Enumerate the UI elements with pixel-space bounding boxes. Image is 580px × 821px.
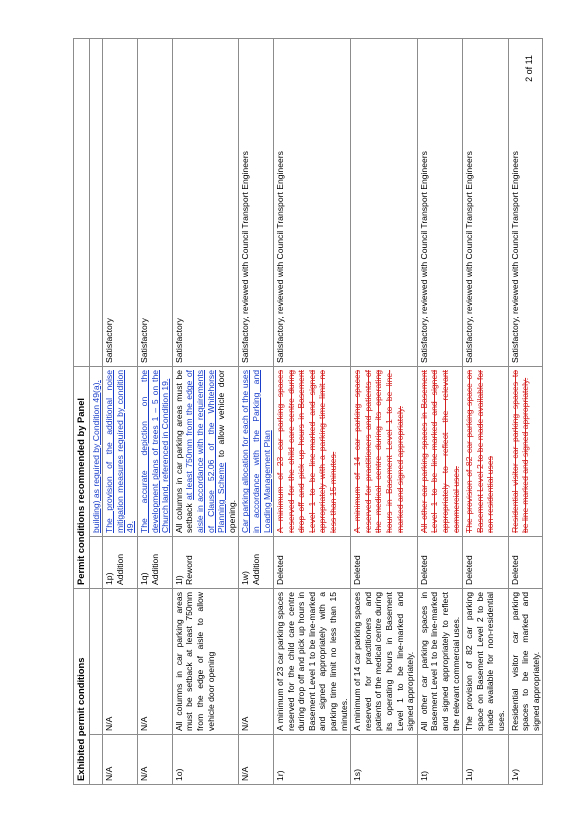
cell-comment: Satisfactory, reviewed with Council Tran…	[238, 38, 274, 367]
cell-exhibited: A minimum of 23 car parking spaces reser…	[273, 588, 351, 735]
panel-addition-text: The provision of the additional noise mi…	[104, 369, 136, 533]
cell-action: 1p) Addition	[102, 536, 138, 589]
action-ref: 1w)	[240, 571, 251, 585]
cell-panel: The accurate depiction on the developmen…	[137, 366, 173, 537]
action-ref: 1l)	[173, 575, 184, 585]
cell-panel: A minimum of 23 car parking spaces reser…	[273, 366, 351, 537]
cell-ref: 1v)	[508, 734, 543, 785]
action-ref: 1p)	[104, 572, 115, 585]
cell-exhibited: The provision of 82 car parking space on…	[462, 588, 509, 735]
cell-exhibited: A minimum of 14 car parking spaces reser…	[350, 588, 418, 735]
header-comment	[73, 38, 90, 367]
header-panel: Permit conditions recommended by Panel	[73, 366, 90, 589]
table-row: N/A N/A 1p) Addition The provision of the…	[102, 38, 138, 785]
table-header-row: Exhibited permit conditions Permit condi…	[73, 38, 90, 785]
cell-ref	[89, 734, 103, 785]
action-type: Addition	[149, 553, 160, 585]
cell-panel: A minimum of 14 car parking spaces reser…	[350, 366, 418, 537]
action-ref: 1q)	[138, 572, 149, 585]
cell-action: Deleted	[508, 536, 543, 589]
cell-ref: 1s)	[350, 734, 418, 785]
cell-panel: All columns in car parking areas must be…	[172, 366, 239, 537]
cell-ref: N/A	[137, 734, 173, 785]
cell-ref: 1t)	[417, 734, 463, 785]
cell-exhibited	[89, 588, 103, 735]
table-row: 1s) A minimum of 14 car parking spaces r…	[350, 38, 418, 785]
panel-addition-text: The accurate depiction on the developmen…	[138, 369, 171, 533]
cell-ref: 1r)	[273, 734, 351, 785]
action-type: Addition	[250, 553, 261, 585]
cell-ref: 1u)	[462, 734, 509, 785]
cell-action: Deleted	[273, 536, 351, 589]
cell-panel: building) as required by Condition 49(a)…	[89, 366, 103, 537]
panel-deleted-text: Residential visitor car parking spaces t…	[509, 369, 531, 533]
table-row: building) as required by Condition 49(a)…	[89, 38, 103, 785]
cell-comment: Satisfactory	[172, 38, 239, 367]
cell-exhibited: All other car parking spaces in Basement…	[417, 588, 463, 735]
cell-comment	[350, 38, 418, 367]
header-exhibited: Exhibited permit conditions	[73, 588, 90, 785]
table-row: 1v) Residential visitor car parking spac…	[508, 38, 543, 785]
cell-comment: Satisfactory	[102, 38, 138, 367]
cell-ref: N/A	[102, 734, 138, 785]
cell-panel: All other car parking spaces in Basement…	[417, 366, 463, 537]
cell-action: Deleted	[350, 536, 418, 589]
cell-action: Deleted	[462, 536, 509, 589]
table-row: 1o) All columns in car parking areas mus…	[172, 38, 239, 785]
panel-addition-text: building) as required by Condition 49(a)…	[90, 380, 101, 533]
cell-comment: Satisfactory	[137, 38, 173, 367]
cell-action: Deleted	[417, 536, 463, 589]
page-number-text: 2 of 11	[524, 55, 534, 82]
cell-ref: 1o)	[172, 734, 239, 785]
table-row: 1r) A minimum of 23 car parking spaces r…	[273, 38, 351, 785]
cell-action: 1w) Addition	[238, 536, 274, 589]
cell-action: 1l) Reword	[172, 536, 239, 589]
cell-ref: N/A	[238, 734, 274, 785]
panel-deleted-text: The provision of 82 car parking space on…	[464, 369, 496, 533]
action-type: Addition	[114, 553, 125, 585]
panel-addition-text: Car parking allocation for each of the u…	[240, 369, 272, 533]
cell-action	[89, 536, 103, 589]
rotated-page: Exhibited permit conditions Permit condi…	[73, 38, 543, 785]
cell-comment: Satisfactory, reviewed with Council Tran…	[462, 38, 509, 367]
table-row: 1t) All other car parking spaces in Base…	[417, 38, 463, 785]
cell-panel: The provision of 82 car parking space on…	[462, 366, 509, 537]
cell-action: 1q) Addition	[137, 536, 173, 589]
cell-comment	[89, 38, 103, 367]
cell-exhibited: Residential visitor car parking spaces t…	[508, 588, 543, 735]
panel-deleted-text: A minimum of 23 car parking spaces reser…	[275, 369, 339, 533]
page-number: 2 of 11	[520, 55, 540, 99]
cell-exhibited: All columns in car parking areas must be…	[172, 588, 239, 735]
table-row: 1u) The provision of 82 car parking spac…	[462, 38, 509, 785]
panel-deleted-text: A minimum of 14 car parking spaces reser…	[352, 369, 405, 533]
table-row: N/A N/A 1w) Addition Car parking allocati…	[238, 38, 274, 785]
cell-panel: Car parking allocation for each of the u…	[238, 366, 274, 537]
permit-conditions-table: Exhibited permit conditions Permit condi…	[73, 38, 543, 785]
cell-exhibited: N/A	[102, 588, 138, 735]
cell-panel: Residential visitor car parking spaces t…	[508, 366, 543, 537]
cell-exhibited: N/A	[137, 588, 173, 735]
table-row: N/A N/A 1q) Addition The accurate depicti…	[137, 38, 173, 785]
cell-comment: Satisfactory, reviewed with Council Tran…	[417, 38, 463, 367]
action-type: Reword	[184, 555, 195, 585]
cell-panel: The provision of the additional noise mi…	[102, 366, 138, 537]
panel-deleted-text: All other car parking spaces in Basement…	[418, 369, 461, 533]
cell-exhibited: N/A	[238, 588, 274, 735]
cell-comment: Satisfactory, reviewed with Council Tran…	[273, 38, 351, 367]
